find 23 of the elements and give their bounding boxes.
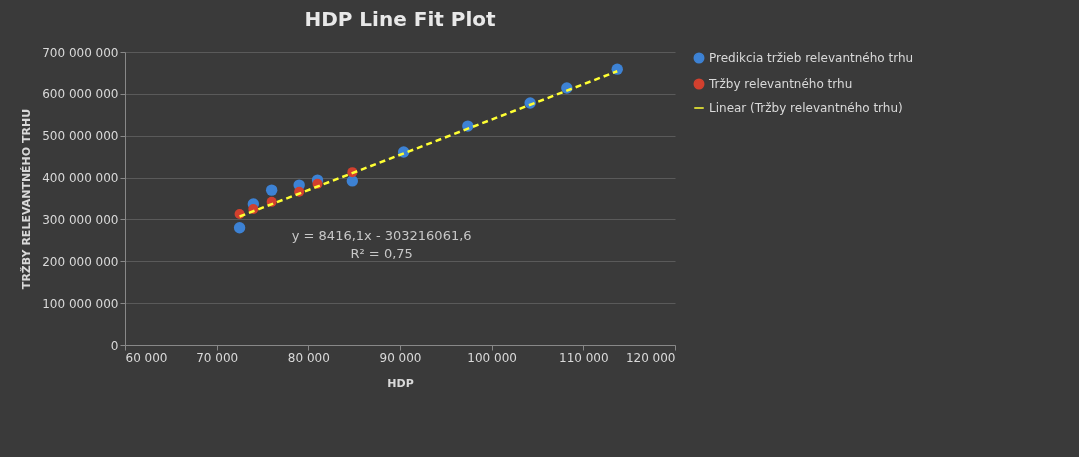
legend-label: Linear (Tržby relevantného trhu) <box>709 101 903 115</box>
y-tick-label: 100 000 000 <box>42 296 119 311</box>
y-tick-label: 400 000 000 <box>42 171 119 186</box>
legend-label: Tržby relevantného trhu <box>708 77 853 91</box>
y-axis-title: TRŽBY RELEVANTNÉHO TRHU <box>20 108 34 290</box>
y-tick-label: 200 000 000 <box>42 254 119 269</box>
x-tick-label: 90 000 <box>379 350 422 365</box>
annotation: y = 8416,1x - 303216061,6 <box>291 228 472 244</box>
x-tick-label: 120 000 <box>625 350 676 365</box>
x-tick-label: 70 000 <box>196 350 239 365</box>
x-tick-label: 100 000 <box>467 350 517 365</box>
y-tick-label: 300 000 000 <box>42 212 119 227</box>
x-tick-label: 80 000 <box>287 350 330 365</box>
x-tick-label: 110 000 <box>559 350 609 365</box>
y-tick-label: 500 000 000 <box>42 129 119 144</box>
y-tick-label: 600 000 000 <box>42 87 119 102</box>
y-tick-label: 700 000 000 <box>42 45 119 60</box>
x-axis-title: HDP <box>387 376 414 390</box>
x-tick-label: 60 000 <box>125 350 168 365</box>
chart-title: HDP Line Fit Plot <box>304 7 497 31</box>
legend-label: Predikcia tržieb relevantného trhu <box>709 51 914 65</box>
annotation: R² = 0,75 <box>350 246 413 262</box>
y-tick-label: 0 <box>110 338 119 353</box>
